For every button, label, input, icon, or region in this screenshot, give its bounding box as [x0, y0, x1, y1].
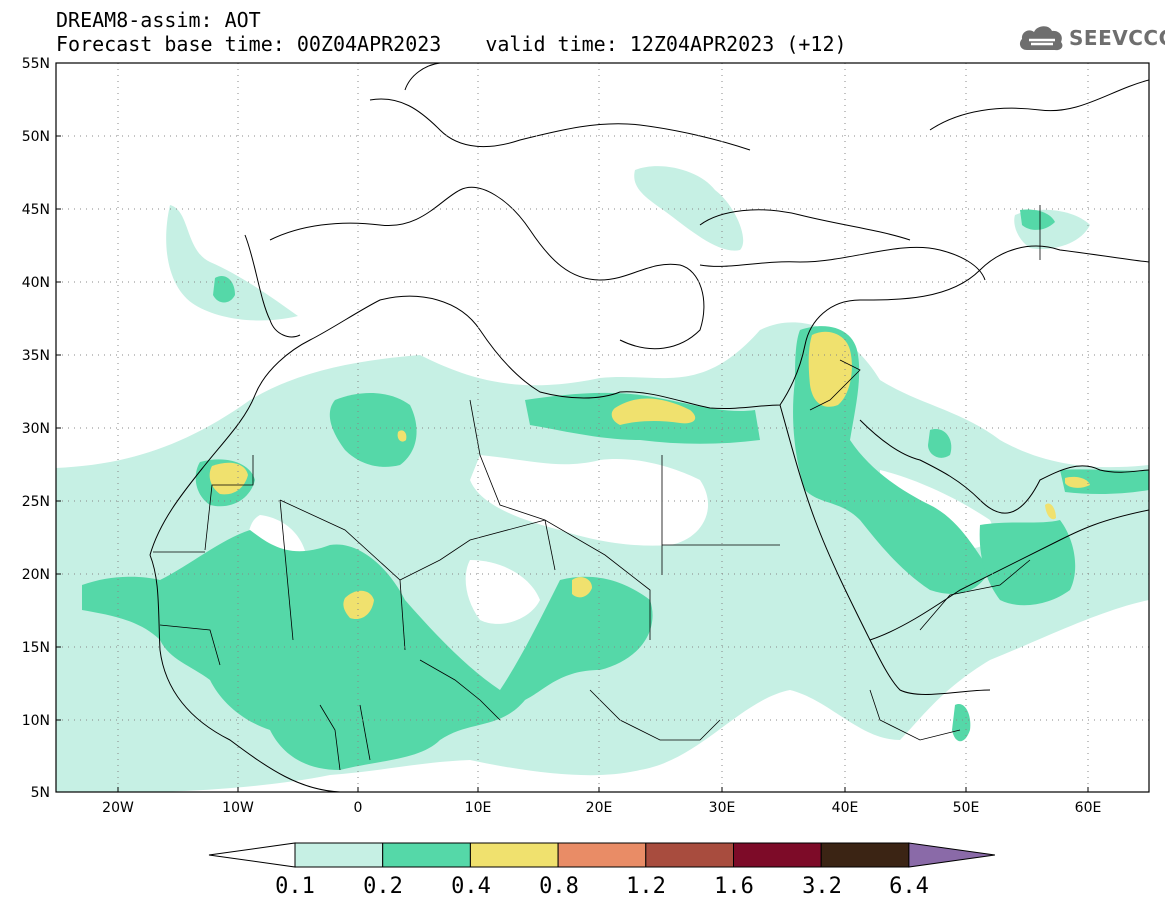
aot-field [56, 166, 1149, 792]
base-time: Forecast base time: 00Z04APR2023 [56, 32, 442, 56]
aot-level-0.4 [209, 331, 1090, 620]
lat-label: 30N [22, 421, 50, 437]
lon-label: 50E [953, 800, 980, 816]
valid-time: valid time: 12Z04APR2023 (+12) [485, 32, 847, 56]
cloud-icon [1019, 26, 1063, 51]
lat-label: 5N [31, 785, 50, 801]
lon-labels: 20W 10W 0 10E 20E 30E 40E 50E 60E [102, 800, 1101, 816]
map-title: DREAM8-assim: AOT [56, 8, 261, 32]
lat-label: 45N [22, 202, 50, 218]
coastlines [149, 63, 1149, 792]
lon-label: 10W [222, 800, 254, 816]
axis-ticks [56, 62, 1089, 793]
time-info: Forecast base time: 00Z04APR2023 valid ti… [56, 33, 847, 55]
lon-label: 30E [709, 800, 736, 816]
lon-label: 40E [832, 800, 859, 816]
logo-text: SEEVCCC [1069, 26, 1165, 50]
lon-label: 20E [586, 800, 613, 816]
lat-label: 55N [22, 56, 50, 72]
lon-label: 0 [354, 800, 363, 816]
lat-labels: 55N 50N 45N 40N 35N 30N 25N 20N 15N 10N … [22, 56, 50, 801]
lat-label: 40N [22, 275, 50, 291]
seevccc-logo: SEEVCCC [1017, 22, 1165, 54]
lat-label: 35N [22, 348, 50, 364]
lat-label: 10N [22, 713, 50, 729]
lat-label: 15N [22, 640, 50, 656]
lat-label: 50N [22, 129, 50, 145]
country-borders [153, 205, 1041, 771]
lon-label: 20W [102, 800, 134, 816]
grid-lines [56, 63, 1149, 792]
lat-label: 25N [22, 494, 50, 510]
lat-label: 20N [22, 567, 50, 583]
lon-label: 10E [465, 800, 492, 816]
lon-label: 60E [1075, 800, 1102, 816]
